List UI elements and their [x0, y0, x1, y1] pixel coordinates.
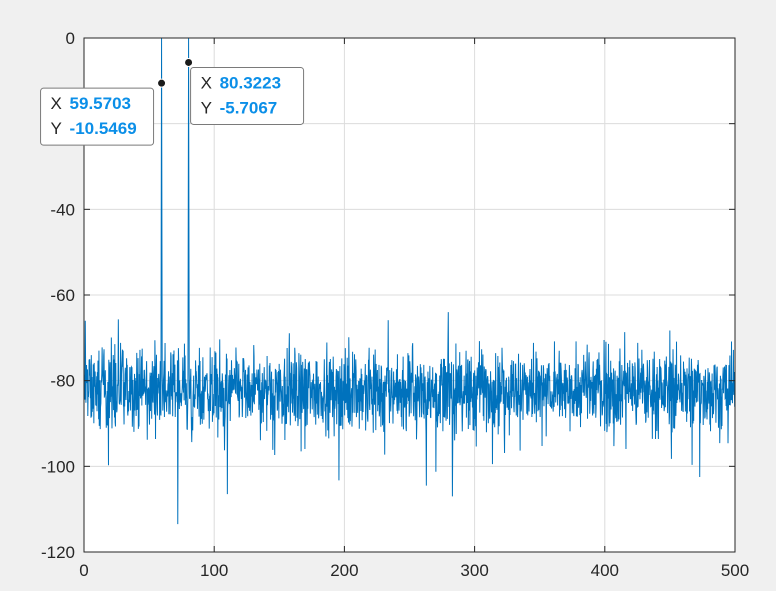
spectrum-line [83, 37, 736, 525]
y-tick-label: -120 [41, 543, 75, 562]
y-tick-label: -40 [50, 200, 75, 219]
series [83, 37, 736, 525]
data-tip-marker[interactable] [157, 78, 167, 88]
data-tip-x-value: 80.3223 [220, 73, 281, 92]
data-tip-y-key: Y [51, 119, 62, 138]
tick-labels: 0 100 200 300 400 500 -120 -100 -80 -60 -40 0 [41, 29, 749, 580]
data-tip-x-key: X [201, 73, 212, 92]
data-tip[interactable]: X 59.5703 Y -10.5469 [40, 78, 167, 146]
data-tip-x-key: X [51, 94, 62, 113]
x-tick-label: 200 [330, 561, 358, 580]
data-tip-x-value: 59.5703 [70, 94, 131, 113]
data-tip-box [190, 66, 305, 125]
grid [83, 37, 736, 553]
y-tick-label: -60 [50, 286, 75, 305]
x-tick-label: 300 [460, 561, 488, 580]
data-tip-y-value: -10.5469 [70, 119, 137, 138]
x-tick-label: 400 [591, 561, 619, 580]
y-tick-label: 0 [66, 29, 75, 48]
x-tick-label: 500 [721, 561, 749, 580]
data-tip-box [40, 87, 155, 146]
data-tip-marker[interactable] [184, 57, 194, 67]
data-tip[interactable]: X 80.3223 Y -5.7067 [184, 57, 305, 125]
data-tips[interactable]: X 59.5703 Y -10.5469 X 80.3223 Y -5.7067 [40, 57, 305, 146]
y-tick-label: -80 [50, 372, 75, 391]
data-tip-y-key: Y [201, 98, 212, 117]
x-tick-label: 100 [200, 561, 228, 580]
y-tick-label: -100 [41, 457, 75, 476]
x-tick-label: 0 [79, 561, 88, 580]
data-tip-y-value: -5.7067 [220, 98, 278, 117]
